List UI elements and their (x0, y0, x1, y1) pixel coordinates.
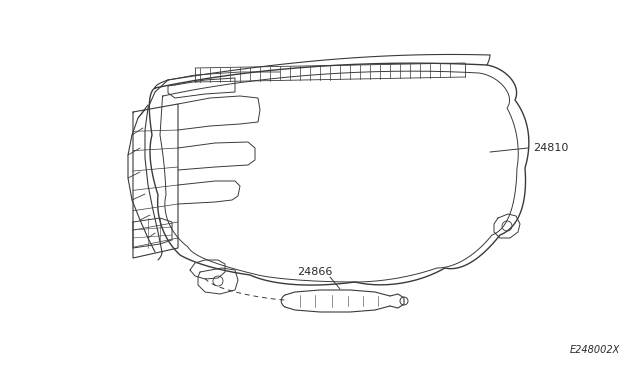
Text: 24866: 24866 (298, 267, 333, 277)
Text: E248002X: E248002X (570, 345, 620, 355)
Text: 24810: 24810 (533, 143, 568, 153)
